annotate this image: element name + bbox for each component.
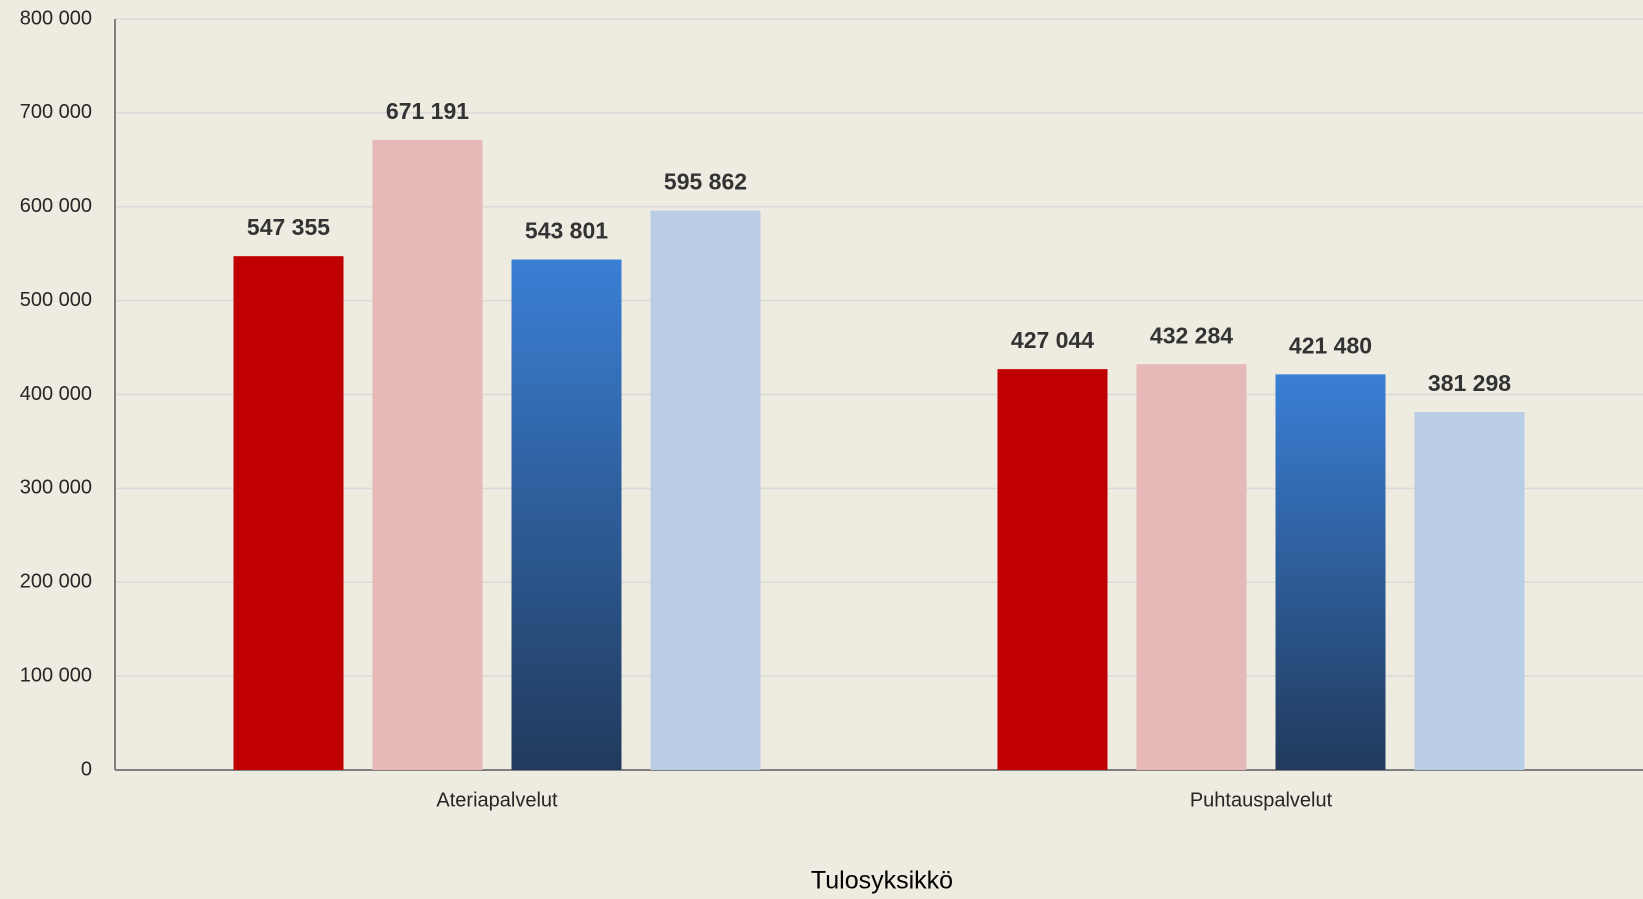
- data-label: 595 862: [664, 169, 747, 195]
- y-tick-label: 800 000: [20, 7, 92, 29]
- x-tick-label: Puhtauspalvelut: [1190, 789, 1333, 811]
- y-tick-label: 700 000: [20, 101, 92, 123]
- bar: [650, 210, 761, 771]
- data-label: 432 284: [1150, 322, 1233, 348]
- data-label: 543 801: [525, 218, 608, 244]
- data-label: 421 480: [1289, 332, 1372, 358]
- bar: [1275, 374, 1386, 770]
- bar: [1136, 364, 1247, 770]
- x-tick-label: Ateriapalvelut: [436, 789, 558, 811]
- bar: [233, 256, 344, 770]
- y-tick-label: 0: [81, 758, 92, 780]
- data-label: 671 191: [386, 98, 469, 124]
- y-tick-label: 500 000: [20, 289, 92, 311]
- x-axis-title: Tulosyksikkö: [811, 867, 953, 895]
- data-label: 427 044: [1011, 327, 1094, 353]
- bar: [372, 139, 483, 771]
- bar: [997, 369, 1108, 770]
- y-tick-label: 600 000: [20, 195, 92, 217]
- y-tick-label: 400 000: [20, 383, 92, 405]
- bar: [1414, 412, 1525, 770]
- bar: [511, 259, 622, 770]
- data-label: 547 355: [247, 214, 330, 240]
- data-label: 381 298: [1428, 370, 1511, 396]
- y-tick-label: 100 000: [20, 664, 92, 686]
- y-tick-label: 300 000: [20, 477, 92, 499]
- y-tick-label: 200 000: [20, 571, 92, 593]
